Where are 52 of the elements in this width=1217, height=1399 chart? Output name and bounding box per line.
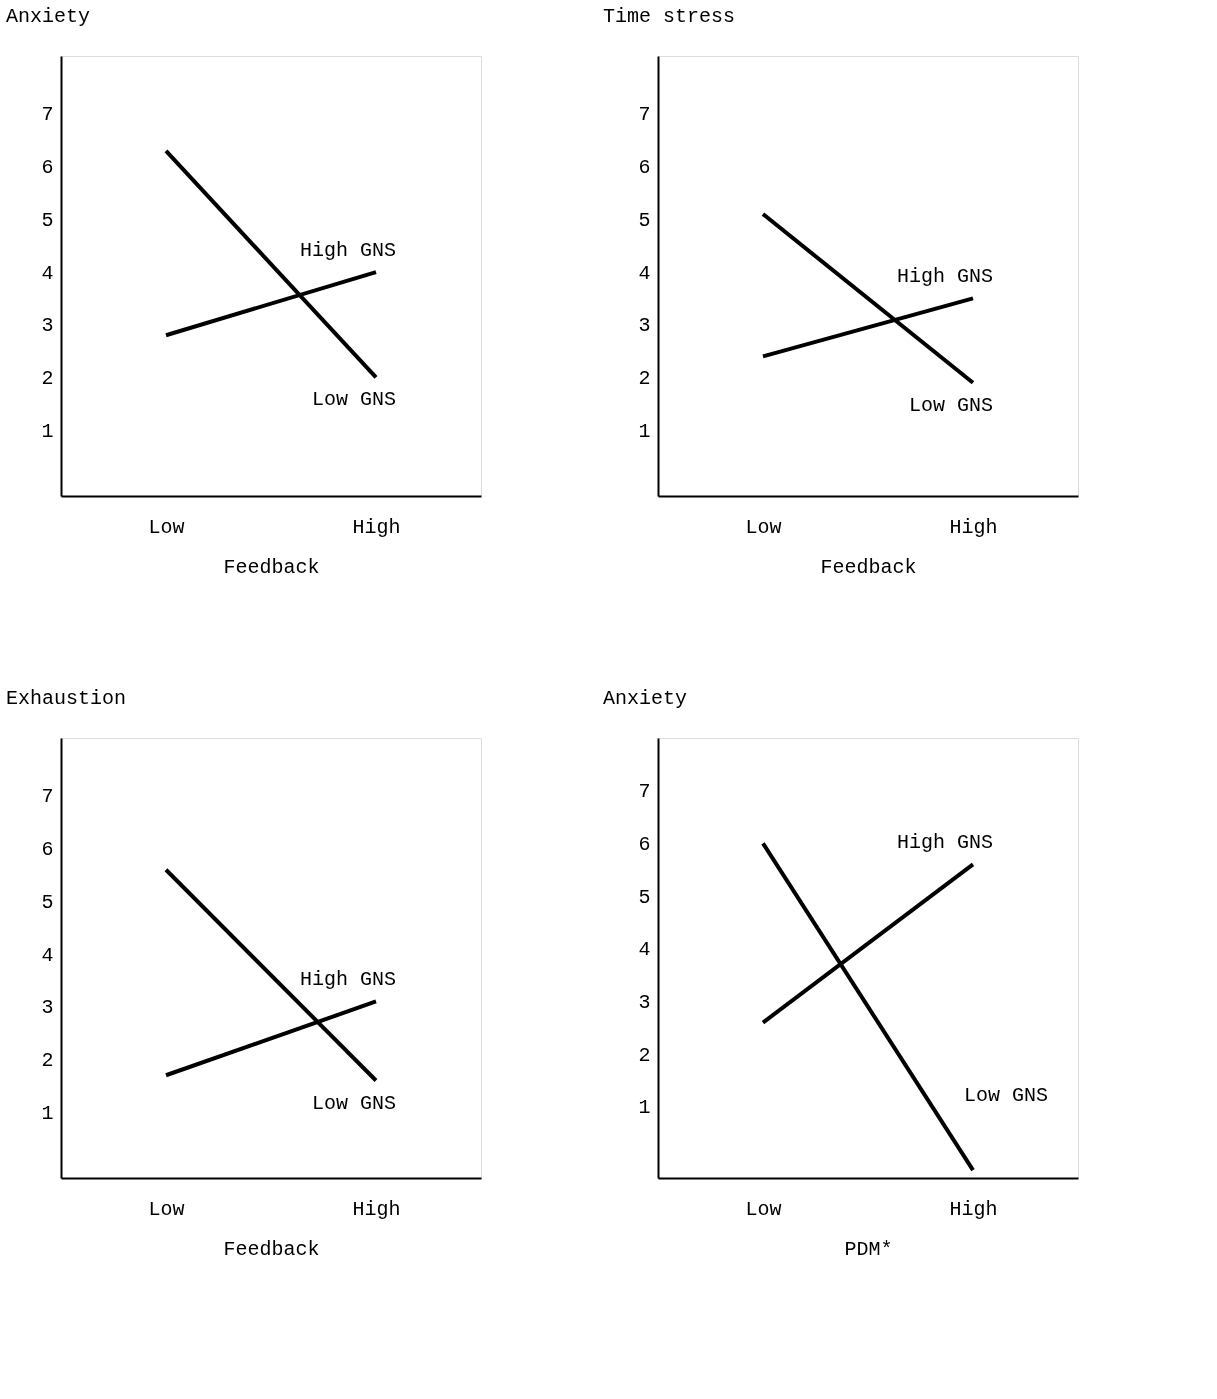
y-tick-label: 6: [638, 832, 651, 856]
x-axis-title: Feedback: [223, 1237, 320, 1261]
series-label: High GNS: [896, 265, 993, 289]
series-label: High GNS: [896, 831, 993, 855]
x-tick-label: High: [352, 1197, 401, 1221]
chart-title: Exhaustion: [6, 687, 127, 710]
y-tick-label: 3: [638, 990, 651, 1014]
x-axis-title: Feedback: [223, 555, 320, 579]
series-label: Low GNS: [963, 1084, 1048, 1108]
y-tick-label: 3: [638, 314, 651, 338]
series-label: High GNS: [299, 239, 396, 263]
y-tick-label: 2: [638, 1043, 651, 1067]
y-tick-label: 1: [638, 419, 651, 443]
y-tick-label: 5: [638, 885, 651, 909]
series-label: Low GNS: [311, 1091, 396, 1115]
y-tick-label: 2: [638, 366, 651, 390]
y-tick-label: 5: [41, 208, 54, 232]
x-tick-label: Low: [148, 515, 185, 539]
y-tick-label: 7: [638, 780, 651, 804]
x-tick-label: High: [949, 515, 998, 539]
y-tick-label: 7: [41, 785, 54, 809]
series-label: High GNS: [299, 968, 396, 992]
y-tick-label: 1: [638, 1096, 651, 1120]
x-tick-label: High: [949, 1197, 998, 1221]
y-tick-label: 2: [41, 1048, 54, 1072]
chart-title: Anxiety: [603, 687, 688, 710]
series-label: Low GNS: [908, 393, 993, 417]
y-tick-label: 4: [638, 938, 651, 962]
y-tick-label: 3: [41, 314, 54, 338]
y-tick-label: 6: [638, 156, 651, 180]
y-tick-label: 4: [638, 261, 651, 285]
y-tick-label: 7: [41, 103, 54, 127]
y-tick-label: 2: [41, 366, 54, 390]
y-tick-label: 4: [41, 261, 54, 285]
y-tick-label: 5: [41, 890, 54, 914]
y-tick-label: 4: [41, 943, 54, 967]
y-tick-label: 7: [638, 103, 651, 127]
x-axis-title: PDM*: [844, 1237, 893, 1261]
x-tick-label: Low: [745, 515, 782, 539]
chart-title: Time stress: [603, 5, 736, 28]
series-label: Low GNS: [311, 388, 396, 412]
x-axis-title: Feedback: [820, 555, 917, 579]
y-tick-label: 1: [41, 1101, 54, 1125]
chart-title: Anxiety: [6, 5, 91, 28]
x-tick-label: Low: [745, 1197, 782, 1221]
y-tick-label: 5: [638, 208, 651, 232]
y-tick-label: 6: [41, 838, 54, 862]
x-tick-label: Low: [148, 1197, 185, 1221]
y-tick-label: 6: [41, 156, 54, 180]
y-tick-label: 3: [41, 996, 54, 1020]
y-tick-label: 1: [41, 419, 54, 443]
x-tick-label: High: [352, 515, 401, 539]
